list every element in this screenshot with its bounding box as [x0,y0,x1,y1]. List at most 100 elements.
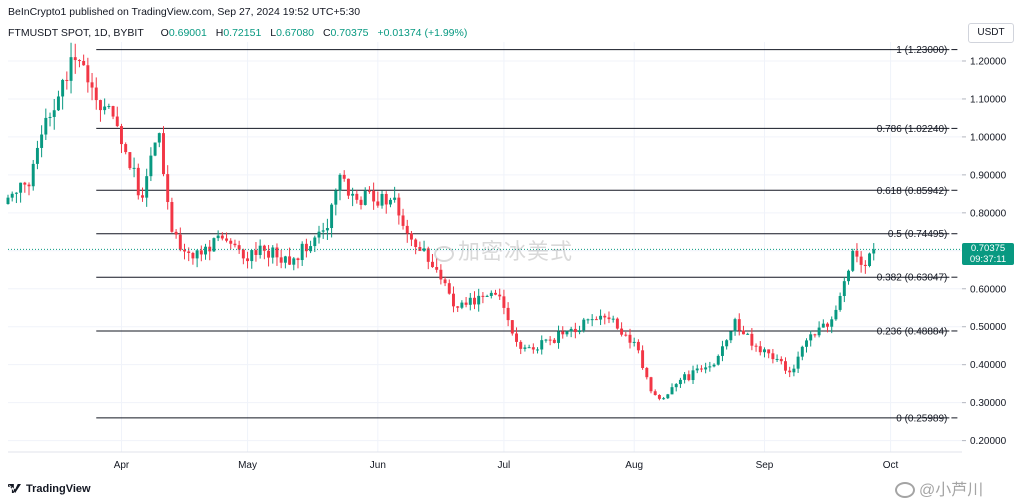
candle-body [162,133,165,175]
candle-body [258,245,262,255]
candle-body [191,252,195,259]
candle-body [141,195,144,198]
candle-body [334,190,338,205]
chart-grid [8,42,962,452]
watermark-center-text: 加密冰美式 [458,239,574,264]
candle-body [628,334,632,343]
candle-body [338,174,342,191]
candle-body [288,256,292,265]
candle-body [233,243,237,246]
low-value: 0.67080 [276,27,315,39]
candle-body [620,328,624,335]
tradingview-logo[interactable]: TradingView [8,483,91,495]
candle-body [573,328,577,333]
candle-body [27,184,31,187]
tradingview-logo-icon [8,484,21,493]
symbol-name: FTMUSDT SPOT, 1D, BYBIT [8,27,144,39]
tradingview-logo-text: TradingView [26,483,91,495]
open-value: 0.69001 [168,27,207,39]
candle-body [725,340,729,347]
candle-body [254,250,258,255]
candle-body [536,349,540,351]
y-tick-label: 0.20000 [970,436,1007,447]
candle-body [401,215,405,226]
candle-body [645,367,649,378]
candle-body [443,279,447,284]
candle-body [111,106,115,117]
candle-body [405,225,409,234]
y-tick-label: 1.20000 [970,56,1007,67]
y-tick-label: 0.80000 [970,208,1007,219]
candle-body [826,323,829,327]
y-tick-label: 0.50000 [970,322,1007,333]
candle-body [199,250,203,255]
candle-body [506,307,510,321]
last-price-tag: 0.70375 09:37:11 [962,243,1014,266]
bar-countdown: 09:37:11 [969,254,1007,266]
candle-body [611,318,615,320]
candle-body [515,333,518,342]
candle-body [23,182,27,185]
fib-level-label: 0 (0.25989) [896,413,947,424]
candle-body [6,197,10,205]
candle-body [456,306,460,308]
watermark-corner-text: @小芦川 [919,482,984,499]
fib-level-label: 0.236 (0.48884) [877,326,948,337]
close-value: 0.70375 [330,27,369,39]
x-tick-label: Apr [114,460,130,471]
candle-body [552,339,556,343]
candle-body [388,199,392,205]
candle-body [687,374,691,381]
candle-body [784,361,787,371]
candle-body [838,296,842,310]
candle-body [796,356,800,369]
candle-body [372,190,376,202]
candle-body [44,117,48,135]
candle-body [788,370,792,373]
candle-body [262,245,266,251]
y-tick-label: 1.00000 [970,132,1007,143]
candle-body [170,202,174,232]
candle-body [452,293,455,307]
candle-body [565,331,569,335]
candle-body [384,193,388,205]
candle-body [153,142,157,156]
candle-body [355,193,359,200]
candle-body [842,281,846,297]
candle-body [31,163,35,187]
candle-body [586,319,590,321]
candle-body [115,116,119,127]
candle-body [754,345,758,347]
candle-body [439,269,443,280]
candle-body [746,333,750,335]
candle-body [330,204,334,229]
candle-body [578,330,582,333]
watermark-corner: @小芦川 [895,476,983,500]
candle-body [10,193,14,198]
candle-body [136,167,140,196]
candle-body [363,190,367,205]
candle-body [758,346,762,353]
candle-body [657,394,661,399]
candle-body [132,167,136,169]
low-label: L [270,27,277,39]
candle-body [712,364,716,367]
publisher-info: BeInCrypto1 published on TradingView.com… [8,6,361,18]
candle-body [220,235,224,239]
candle-body [855,250,859,257]
candle-body [435,267,439,270]
candle-body [830,319,834,327]
candle-body [670,387,674,395]
candle-body [851,250,855,271]
watermark-center: 加密冰美式 [434,234,573,266]
weibo-icon [434,246,454,262]
candle-body [523,347,527,349]
x-tick-label: Sep [756,460,774,471]
currency-badge[interactable]: USDT [968,23,1014,43]
candle-body [145,176,149,198]
close-label: C [322,27,331,39]
candle-body [271,247,275,258]
candle-body [847,270,850,282]
candle-body [859,256,863,265]
symbol-ohlc-legend: FTMUSDT SPOT, 1D, BYBIT O0.69001 H0.7215… [8,27,467,39]
